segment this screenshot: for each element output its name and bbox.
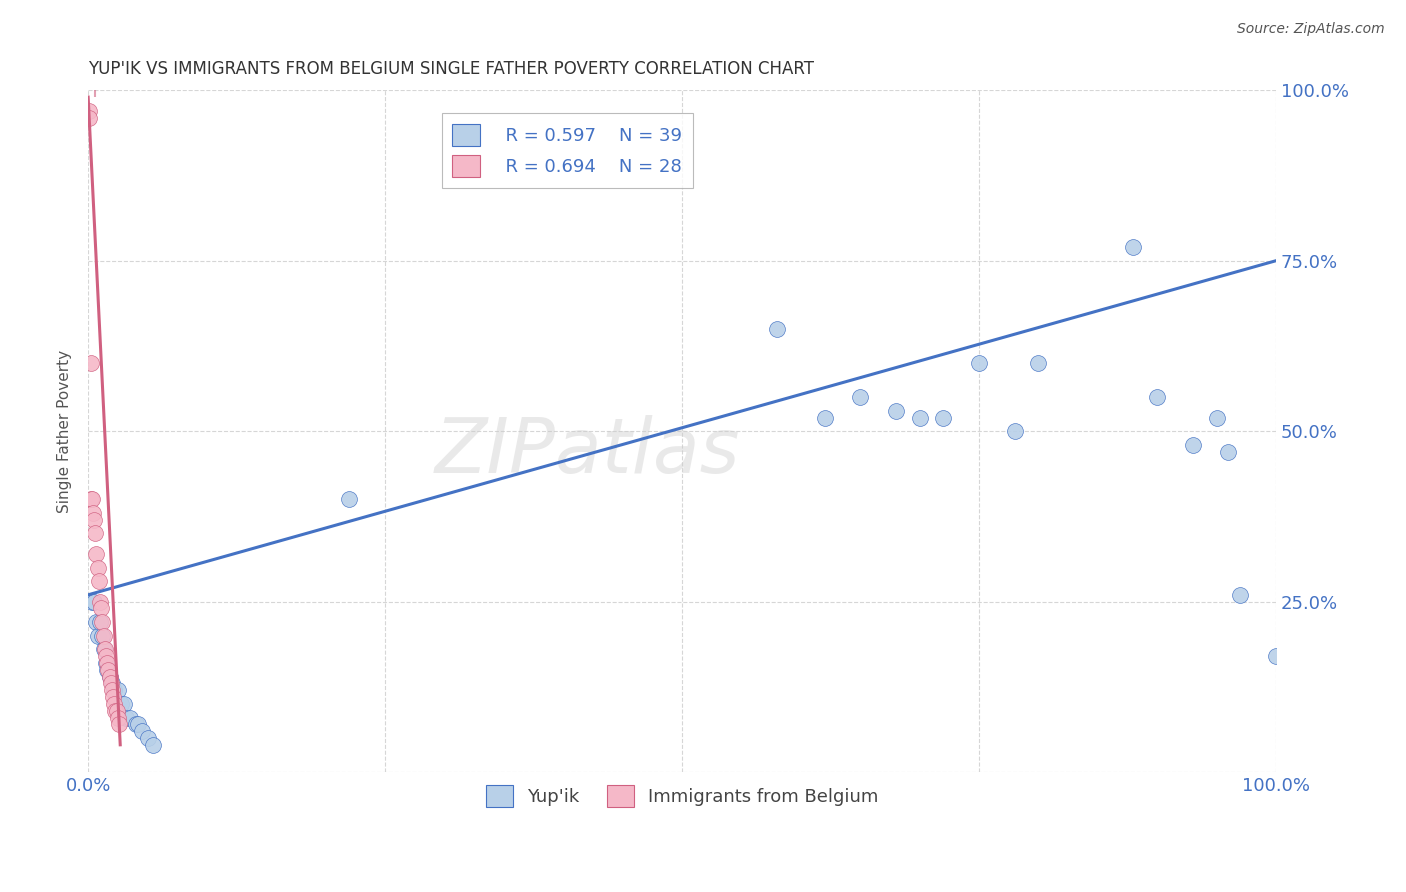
Point xyxy=(105,704,128,718)
Point xyxy=(1122,240,1144,254)
Point xyxy=(967,356,990,370)
Point xyxy=(932,410,955,425)
Point xyxy=(84,526,107,541)
Point xyxy=(813,410,835,425)
Point xyxy=(86,560,108,574)
Point xyxy=(86,629,108,643)
Point xyxy=(90,601,112,615)
Point xyxy=(93,629,115,643)
Point xyxy=(107,683,129,698)
Point xyxy=(103,683,125,698)
Point xyxy=(91,629,114,643)
Point xyxy=(101,683,124,698)
Point xyxy=(115,710,138,724)
Point xyxy=(884,403,907,417)
Point xyxy=(104,704,127,718)
Point xyxy=(118,710,141,724)
Point xyxy=(103,697,125,711)
Point xyxy=(89,615,111,629)
Point xyxy=(339,492,361,507)
Point xyxy=(1229,588,1251,602)
Point xyxy=(80,492,103,507)
Legend: Yup'ik, Immigrants from Belgium: Yup'ik, Immigrants from Belgium xyxy=(478,778,886,814)
Point xyxy=(101,690,124,704)
Point xyxy=(136,731,159,745)
Point xyxy=(79,111,101,125)
Point xyxy=(80,594,103,608)
Point xyxy=(108,717,131,731)
Point xyxy=(1146,390,1168,404)
Point xyxy=(91,615,114,629)
Point xyxy=(1028,356,1050,370)
Point xyxy=(79,492,101,507)
Point xyxy=(96,656,118,670)
Point xyxy=(83,513,105,527)
Point xyxy=(1218,444,1240,458)
Point xyxy=(82,506,104,520)
Point xyxy=(1004,424,1026,438)
Point xyxy=(110,697,132,711)
Point xyxy=(94,642,117,657)
Point xyxy=(127,717,149,731)
Point xyxy=(107,710,129,724)
Point xyxy=(1205,410,1227,425)
Point xyxy=(94,649,117,664)
Point xyxy=(131,724,153,739)
Point xyxy=(93,642,115,657)
Point xyxy=(908,410,931,425)
Point xyxy=(98,670,121,684)
Point xyxy=(101,676,124,690)
Point xyxy=(124,717,146,731)
Text: ZIPatlas: ZIPatlas xyxy=(434,415,740,489)
Point xyxy=(1265,649,1288,664)
Point xyxy=(87,574,110,589)
Text: YUP'IK VS IMMIGRANTS FROM BELGIUM SINGLE FATHER POVERTY CORRELATION CHART: YUP'IK VS IMMIGRANTS FROM BELGIUM SINGLE… xyxy=(89,60,814,78)
Y-axis label: Single Father Poverty: Single Father Poverty xyxy=(58,350,72,513)
Point xyxy=(96,663,118,677)
Point xyxy=(98,670,121,684)
Point xyxy=(86,547,108,561)
Point xyxy=(1181,438,1204,452)
Point xyxy=(142,738,165,752)
Point xyxy=(83,594,105,608)
Point xyxy=(79,103,101,118)
Point xyxy=(97,663,120,677)
Point xyxy=(100,676,122,690)
Point xyxy=(112,697,135,711)
Point xyxy=(79,356,101,370)
Point xyxy=(849,390,872,404)
Point xyxy=(89,594,111,608)
Point xyxy=(86,615,108,629)
Text: Source: ZipAtlas.com: Source: ZipAtlas.com xyxy=(1237,22,1385,37)
Point xyxy=(766,322,789,336)
Point xyxy=(94,656,117,670)
